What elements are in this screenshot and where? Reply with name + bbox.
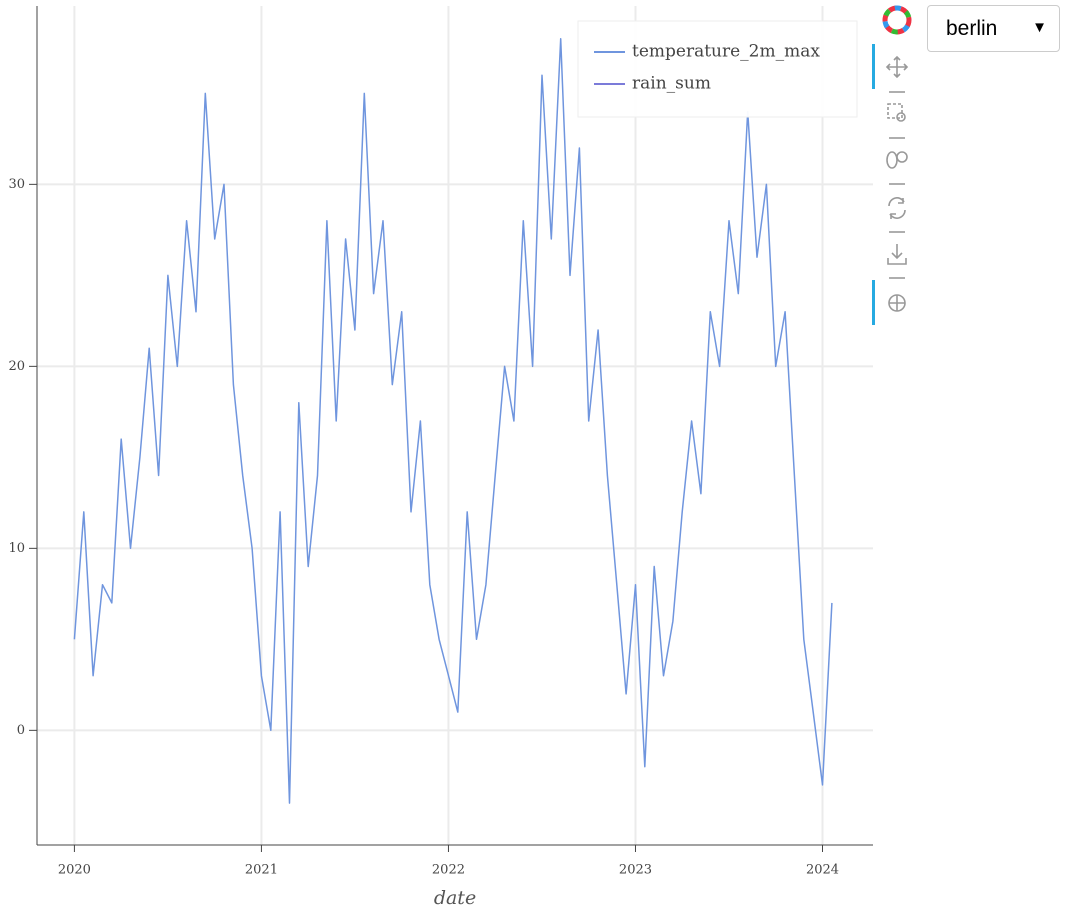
x-tick-label: 2022 <box>432 863 465 878</box>
x-axis-label: date <box>434 887 476 909</box>
series-line <box>73 38 833 804</box>
chart: date 0 10 20 30 2020 2021 2022 2023 2024 temperat… <box>8 6 873 909</box>
y-tick-label: 0 <box>17 723 25 738</box>
pan-tool[interactable] <box>885 55 909 79</box>
select-arrow: ▼ <box>1032 19 1047 36</box>
wheel-zoom-tool[interactable] <box>886 151 908 169</box>
city-select[interactable]: berlin ▼ <box>927 5 1060 52</box>
x-tick-label: 2024 <box>806 863 839 878</box>
logo <box>882 5 912 35</box>
box-zoom-tool[interactable] <box>887 103 906 122</box>
toolbar <box>872 5 912 325</box>
legend-label: temperature_2m_max <box>632 42 820 62</box>
y-tick-label: 10 <box>8 541 25 556</box>
select-value: berlin <box>946 16 998 40</box>
legend-label: rain_sum <box>632 74 711 94</box>
legend: temperature_2m_max rain_sum <box>577 20 858 118</box>
active-marker <box>872 44 875 89</box>
x-tick-label: 2021 <box>245 863 278 878</box>
legend-box <box>577 20 858 118</box>
active-marker <box>872 280 875 325</box>
y-tick-label: 30 <box>8 177 25 192</box>
crosshair-tool[interactable] <box>888 294 906 312</box>
x-tick-label: 2020 <box>58 863 91 878</box>
y-tick-label: 20 <box>8 359 25 374</box>
save-tool[interactable] <box>887 244 907 265</box>
reset-tool[interactable] <box>888 197 906 219</box>
x-tick-label: 2023 <box>619 863 652 878</box>
